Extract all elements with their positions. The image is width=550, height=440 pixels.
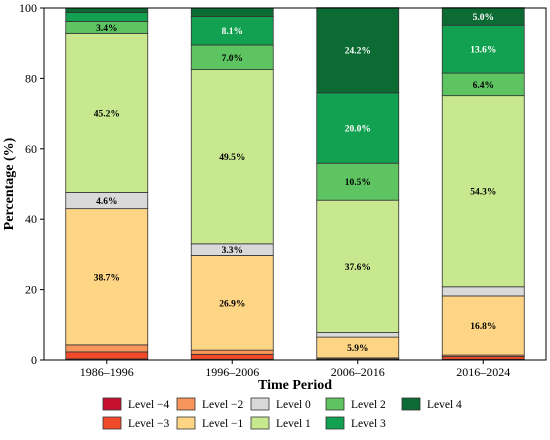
y-tick-label: 40 xyxy=(25,212,37,226)
x-tick-label: 1996–2006 xyxy=(205,365,259,379)
legend: Level −4 Level −2 Level 0 Level 2 Level 4 Lev… xyxy=(102,397,462,430)
legend-swatch xyxy=(176,397,196,411)
x-axis-title: Time Period xyxy=(258,378,332,393)
data-label: 54.3% xyxy=(470,188,496,198)
data-label: 4.6% xyxy=(96,197,117,207)
bar-segment xyxy=(65,7,149,13)
plot-frame xyxy=(43,7,547,361)
legend-swatch xyxy=(250,416,270,430)
data-label: 24.2% xyxy=(345,47,371,57)
bar-segment xyxy=(190,255,274,351)
bar-segment xyxy=(316,199,400,333)
y-axis-title: Percentage (%) xyxy=(2,137,17,230)
data-labels-group: 38.7% 4.6% 45.2% 3.4% 26.9% 3.3% 49.5% 7.0% 8.1%… xyxy=(94,13,497,354)
bar-segment xyxy=(190,7,274,17)
bar-segment xyxy=(190,44,274,70)
bar-segment xyxy=(316,162,400,201)
x-tick-label: 2016–2024 xyxy=(456,365,510,379)
bars-group xyxy=(65,7,525,361)
bar-segment xyxy=(190,69,274,245)
legend-label: Level 0 xyxy=(276,399,311,411)
data-label: 10.5% xyxy=(345,178,371,188)
data-label: 20.0% xyxy=(345,125,371,135)
data-label: 5.0% xyxy=(473,13,494,23)
x-tick-label: 2006–2016 xyxy=(331,365,385,379)
bar-segment xyxy=(65,344,149,353)
y-tick-label: 100 xyxy=(19,1,37,15)
data-label: 5.9% xyxy=(347,344,368,354)
legend-swatch xyxy=(102,416,122,430)
data-label: 38.7% xyxy=(94,273,120,283)
data-label: 3.4% xyxy=(96,24,117,34)
legend-label: Level 3 xyxy=(351,418,386,430)
data-label: 26.9% xyxy=(219,299,245,309)
bar-segment xyxy=(190,16,274,46)
bar-segment xyxy=(441,24,525,74)
bar-segment xyxy=(316,332,400,338)
legend-swatch xyxy=(176,416,196,430)
legend-swatch xyxy=(325,416,345,430)
data-label: 7.0% xyxy=(222,54,243,64)
legend-label: Level 4 xyxy=(427,399,462,411)
bar-segment xyxy=(190,349,274,355)
bar-segment xyxy=(441,286,525,297)
data-label: 6.4% xyxy=(473,81,494,91)
legend-swatch xyxy=(325,397,345,411)
legend-label: Level 1 xyxy=(276,418,311,430)
data-label: 16.8% xyxy=(470,322,496,332)
y-tick-label: 80 xyxy=(25,71,37,85)
y-axis: 0 20 40 60 80 100 xyxy=(19,1,44,367)
data-label: 49.5% xyxy=(219,153,245,163)
bar-segment xyxy=(441,356,525,360)
y-tick-label: 0 xyxy=(31,353,37,367)
data-label: 8.1% xyxy=(222,27,243,37)
data-label: 37.6% xyxy=(345,263,371,273)
x-tick-label: 1986–1996 xyxy=(80,365,134,379)
legend-swatch xyxy=(102,397,122,411)
bar-segment xyxy=(441,95,525,288)
legend-label: Level −4 xyxy=(128,399,170,411)
data-label: 13.6% xyxy=(470,46,496,56)
bar-segment xyxy=(65,12,149,22)
bar-segment xyxy=(65,351,149,360)
bar-segment xyxy=(190,353,274,360)
bar-segment xyxy=(65,208,149,346)
legend-label: Level −2 xyxy=(202,399,244,411)
legend-label: Level 2 xyxy=(351,399,386,411)
y-tick-label: 60 xyxy=(25,142,37,156)
bar-segment xyxy=(316,7,400,94)
legend-swatch xyxy=(401,397,421,411)
x-axis: 1986–1996 1996–2006 2006–2016 2016–2024 xyxy=(80,360,510,379)
legend-label: Level −1 xyxy=(202,418,244,430)
data-label: 45.2% xyxy=(94,109,120,119)
legend-swatch xyxy=(250,397,270,411)
data-label: 3.3% xyxy=(222,246,243,256)
bar-segment xyxy=(65,32,149,193)
legend-label: Level −3 xyxy=(128,418,170,430)
y-tick-label: 20 xyxy=(25,283,37,297)
